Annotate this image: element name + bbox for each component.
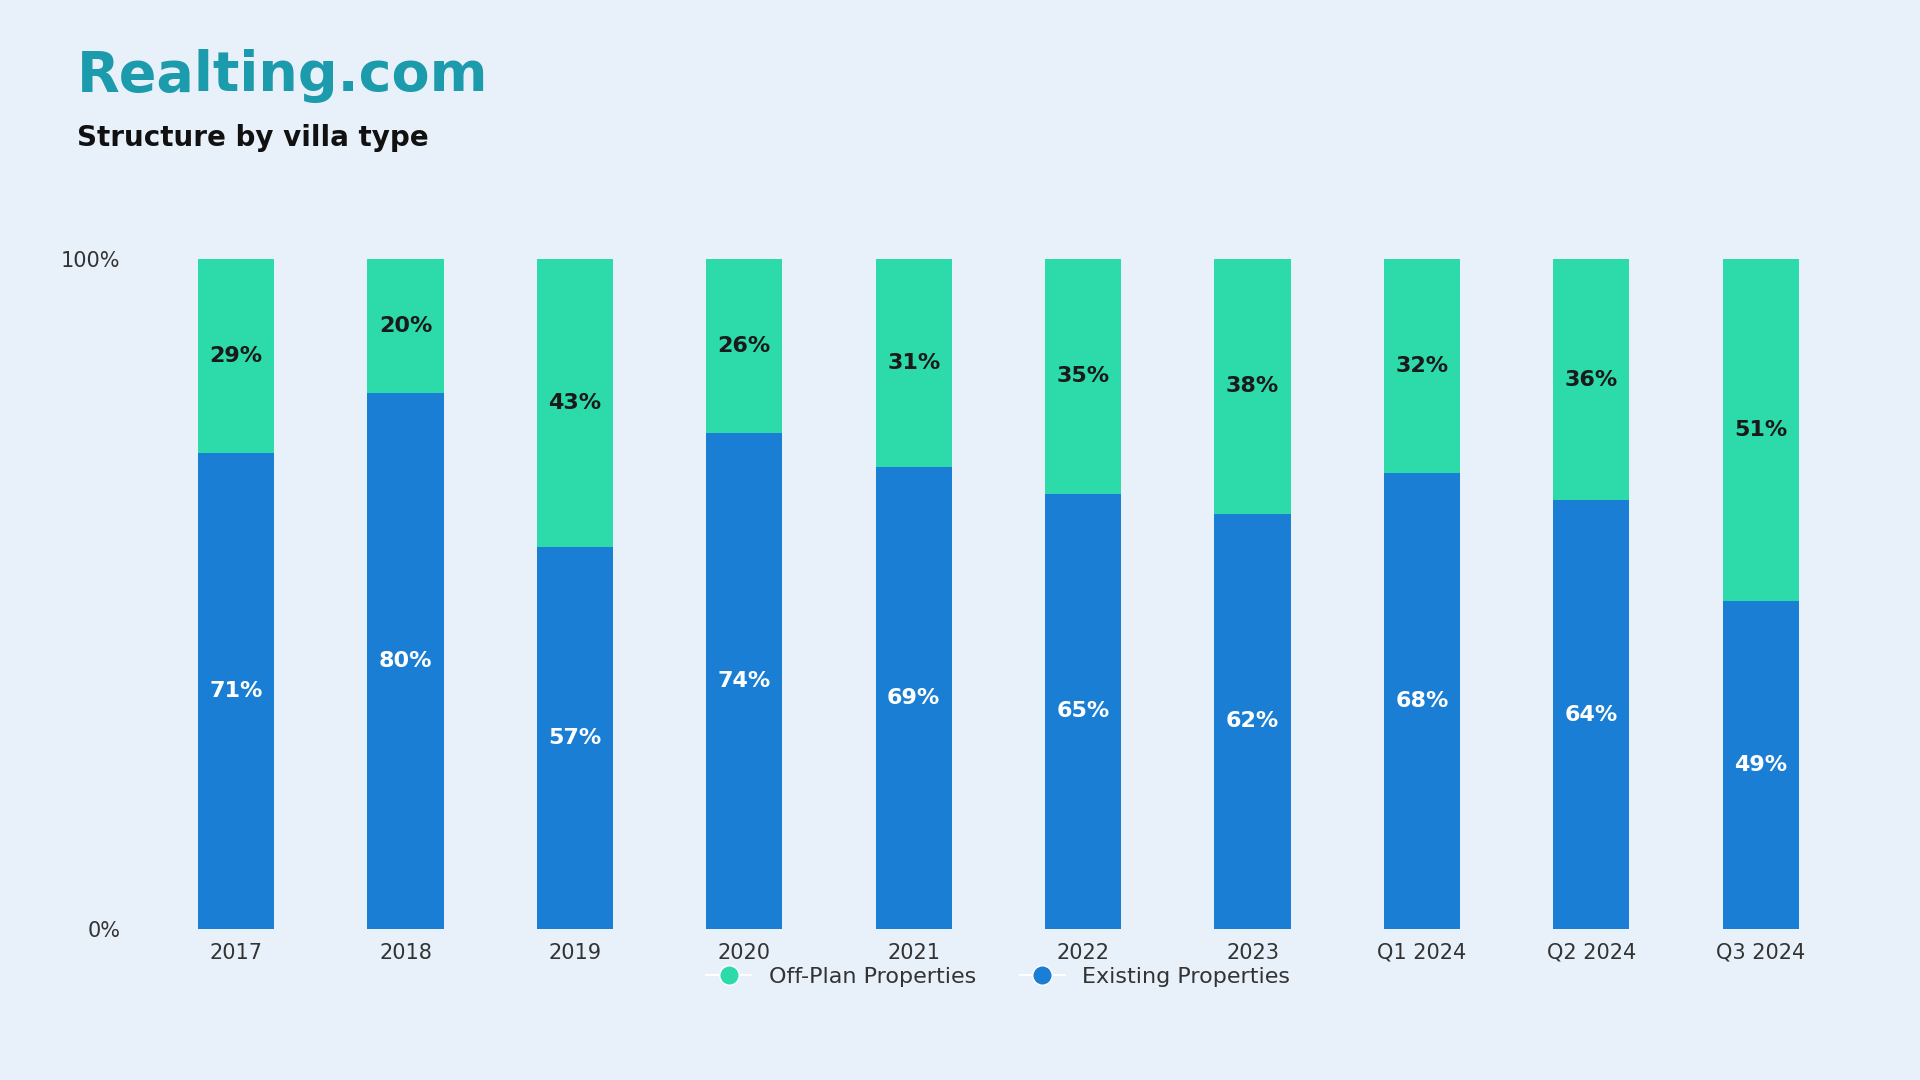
Bar bbox=[876, 259, 952, 467]
Bar bbox=[198, 454, 275, 929]
Text: 38%: 38% bbox=[1225, 377, 1279, 396]
Text: 80%: 80% bbox=[378, 651, 432, 671]
Bar bbox=[367, 259, 444, 393]
Bar bbox=[1215, 514, 1290, 929]
Bar bbox=[1722, 259, 1799, 600]
Text: 31%: 31% bbox=[887, 353, 941, 373]
Text: 51%: 51% bbox=[1734, 420, 1788, 440]
Bar bbox=[538, 259, 612, 548]
Bar bbox=[1044, 494, 1121, 929]
Text: 49%: 49% bbox=[1734, 755, 1788, 774]
Text: 43%: 43% bbox=[549, 393, 601, 414]
Bar bbox=[1553, 259, 1630, 500]
Text: 35%: 35% bbox=[1056, 366, 1110, 387]
Text: 65%: 65% bbox=[1056, 701, 1110, 721]
Text: 69%: 69% bbox=[887, 688, 941, 707]
Text: 68%: 68% bbox=[1396, 691, 1448, 711]
Text: 26%: 26% bbox=[718, 336, 772, 356]
Text: Structure by villa type: Structure by villa type bbox=[77, 124, 428, 152]
Legend: Off-Plan Properties, Existing Properties: Off-Plan Properties, Existing Properties bbox=[695, 956, 1302, 998]
Text: 29%: 29% bbox=[209, 347, 263, 366]
Bar bbox=[367, 393, 444, 929]
Bar bbox=[707, 433, 783, 929]
Bar bbox=[1722, 600, 1799, 929]
Text: 71%: 71% bbox=[209, 681, 263, 701]
Bar bbox=[1384, 259, 1459, 473]
Bar bbox=[1384, 473, 1459, 929]
Text: 64%: 64% bbox=[1565, 704, 1619, 725]
Text: 57%: 57% bbox=[549, 728, 601, 748]
Bar bbox=[1553, 500, 1630, 929]
Text: 36%: 36% bbox=[1565, 369, 1619, 390]
Bar bbox=[198, 259, 275, 454]
Bar bbox=[1044, 259, 1121, 494]
Text: 74%: 74% bbox=[718, 671, 772, 691]
Text: 62%: 62% bbox=[1225, 712, 1279, 731]
Bar bbox=[707, 259, 783, 433]
Text: Realting.com: Realting.com bbox=[77, 49, 488, 103]
Text: 32%: 32% bbox=[1396, 356, 1448, 376]
Bar bbox=[1215, 259, 1290, 514]
Bar bbox=[538, 548, 612, 929]
Text: 20%: 20% bbox=[378, 316, 432, 336]
Bar bbox=[876, 467, 952, 929]
